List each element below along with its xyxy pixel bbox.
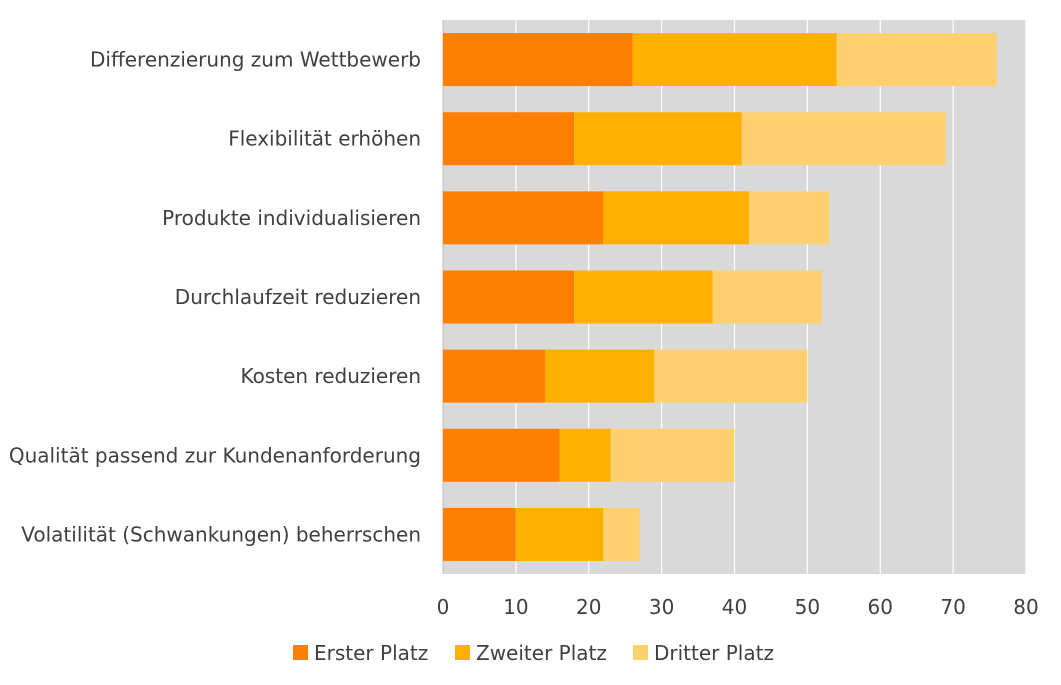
x-tick-label: 50 — [795, 595, 820, 619]
legend: Erster Platz Zweiter Platz Dritter Platz — [293, 641, 774, 665]
bar-segment — [632, 33, 837, 87]
x-tick-label: 70 — [940, 595, 965, 619]
bar-segment — [559, 428, 611, 482]
category-label: Qualität passend zur Kundenanforderung — [9, 443, 421, 467]
bar-segment — [443, 270, 575, 324]
x-tick-label: 30 — [649, 595, 674, 619]
bar-segment — [443, 191, 604, 245]
category-labels: Differenzierung zum Wettbewerb Flexibilit… — [9, 48, 421, 547]
x-tick-label: 80 — [1013, 595, 1038, 619]
bar-segment — [443, 507, 516, 561]
category-label: Volatilität (Schwankungen) beherrschen — [21, 522, 421, 546]
bar-segment — [610, 428, 735, 482]
bar-segment — [603, 191, 750, 245]
bar-segment — [749, 191, 830, 245]
legend-label: Dritter Platz — [654, 641, 774, 665]
legend-swatch — [633, 645, 648, 660]
legend-label: Erster Platz — [314, 641, 428, 665]
bar-segment — [574, 112, 742, 166]
legend-swatch — [455, 645, 470, 660]
bar-segment — [443, 349, 546, 403]
category-label: Produkte individualisieren — [162, 206, 421, 230]
bar-segment — [836, 33, 997, 87]
x-tick-label: 40 — [722, 595, 747, 619]
legend-swatch — [293, 645, 308, 660]
x-tick-label: 0 — [437, 595, 450, 619]
bar-segment — [574, 270, 713, 324]
bar-segment — [515, 507, 604, 561]
bar-segment — [741, 112, 946, 166]
bar-segment — [603, 507, 640, 561]
category-label: Flexibilität erhöhen — [228, 127, 421, 151]
bar-segment — [443, 112, 575, 166]
legend-label: Zweiter Platz — [476, 641, 607, 665]
x-tick-labels: 0 10 20 30 40 50 60 70 80 — [437, 595, 1039, 619]
bar-segment — [443, 428, 560, 482]
bar-segment — [654, 349, 808, 403]
bars — [443, 33, 997, 561]
x-tick-label: 60 — [868, 595, 893, 619]
category-label: Kosten reduzieren — [240, 364, 421, 388]
category-label: Differenzierung zum Wettbewerb — [90, 48, 421, 72]
x-tick-label: 10 — [503, 595, 528, 619]
category-label: Durchlaufzeit reduzieren — [175, 285, 421, 309]
bar-segment — [443, 33, 633, 87]
bar-segment — [545, 349, 655, 403]
bar-segment — [712, 270, 822, 324]
x-tick-label: 20 — [576, 595, 601, 619]
